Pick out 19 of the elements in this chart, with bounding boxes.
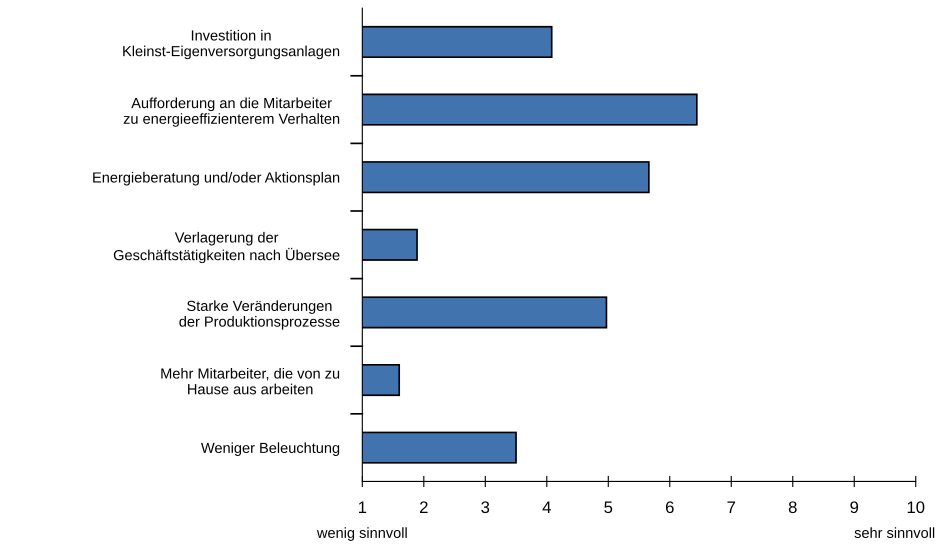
y-tick-label: Energieberatung und/oder Aktionsplan xyxy=(93,172,340,186)
y-tick-label: Starke Veränderungen der Produktionsprozesse xyxy=(179,300,340,330)
x-tick-label: 10 xyxy=(908,501,924,514)
text: sehr sinnvoll xyxy=(854,527,934,538)
x-tick-label: 8 xyxy=(788,501,797,514)
y-tick-label: Aufforderung an die Mitarbeiter zu energieeffizienterem Verhalten xyxy=(124,97,340,127)
y-tick-label: Mehr Mitarbeiter, die von zu Hause aus arbeiten xyxy=(161,368,340,394)
y-tick-label: Verlagerung der Geschäftstätigkeiten nach Übersee xyxy=(114,232,340,264)
x-tick-label: 6 xyxy=(666,501,674,514)
x-tick-label: 5 xyxy=(604,501,612,514)
x-tick-label: 3 xyxy=(481,501,490,514)
y-tick-label: Investition in Kleinst-Eigenversorgungsanlagen xyxy=(123,30,340,60)
x-tick-label: 4 xyxy=(542,501,551,513)
x-tick-label: 1 xyxy=(358,501,366,513)
x-tick-label: 2 xyxy=(420,501,428,513)
y-tick-label: Weniger Beleuchtung xyxy=(200,442,340,456)
x-tick-label: 9 xyxy=(850,501,858,514)
x-tick-label: 7 xyxy=(727,501,736,513)
text: wenig sinnvoll xyxy=(316,527,407,541)
